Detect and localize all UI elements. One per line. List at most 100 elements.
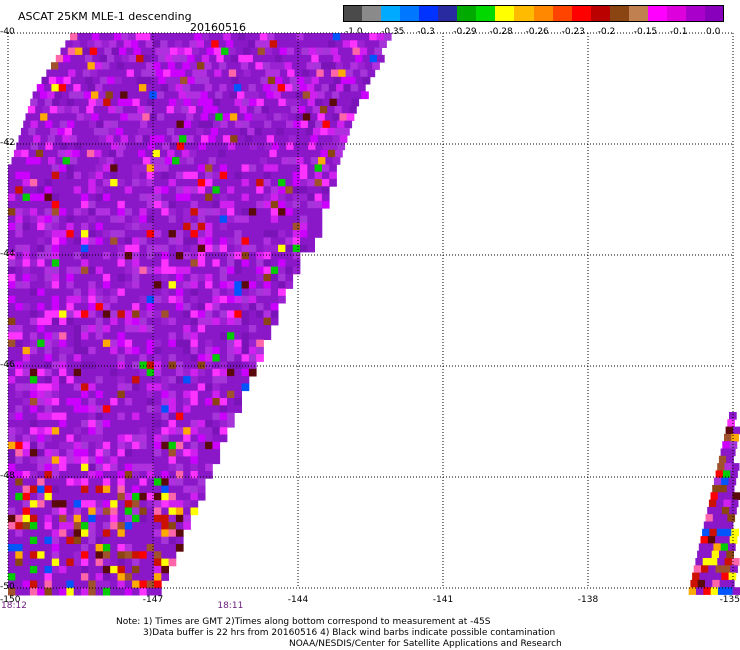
swath-cell	[8, 434, 16, 443]
swath-cell	[183, 237, 191, 246]
note-line-2: 3)Data buffer is 22 hrs from 20160516 4)…	[143, 628, 556, 638]
swath-cell	[78, 76, 86, 85]
swath-cell	[205, 230, 213, 238]
swath-cell	[22, 325, 31, 333]
swath-cell	[234, 361, 242, 370]
swath-cell	[161, 295, 169, 304]
swath-cell	[197, 317, 206, 326]
swath-cell	[254, 127, 263, 136]
swath-cell	[8, 361, 16, 370]
swath-cell	[139, 310, 148, 319]
latitude-label: -42	[0, 138, 15, 148]
swath-cell	[314, 186, 323, 194]
swath-cell	[51, 281, 60, 289]
swath-cell	[263, 295, 272, 304]
swath-cell	[139, 383, 148, 392]
swath-cell	[175, 514, 184, 523]
colorbar-swatch	[666, 5, 687, 22]
swath-cell	[88, 544, 96, 552]
swath-cell	[15, 390, 23, 399]
swath-cell	[161, 325, 169, 333]
swath-cell	[139, 390, 148, 399]
swath-cell	[95, 551, 104, 559]
swath-cell	[340, 76, 349, 85]
swath-cell	[234, 346, 242, 355]
swath-cell	[205, 383, 213, 392]
swath-cell	[99, 76, 108, 85]
swath-cell	[161, 171, 169, 180]
swath-cell	[37, 252, 45, 260]
swath-cell	[73, 522, 82, 530]
swath-cell	[175, 354, 184, 362]
swath-cell	[241, 244, 250, 253]
swath-cell	[73, 441, 82, 450]
swath-cell	[175, 339, 184, 348]
swath-cell	[183, 208, 191, 216]
swath-cell	[154, 186, 162, 194]
swath-cell	[154, 463, 162, 472]
swath-cell	[285, 193, 294, 202]
swath-cell	[21, 149, 29, 158]
swath-cell	[234, 98, 243, 107]
swath-cell	[131, 40, 139, 48]
swath-cell	[168, 522, 177, 530]
swath-cell	[22, 492, 31, 501]
swath-cell	[95, 288, 104, 297]
swath-cell	[146, 193, 155, 202]
swath-cell	[161, 376, 169, 384]
swath-cell	[124, 215, 133, 224]
swath-cell	[267, 157, 275, 165]
swath-cell	[15, 463, 23, 472]
swath-cell	[227, 332, 235, 340]
swath-cell	[96, 142, 105, 151]
swath-cell	[81, 514, 89, 523]
swath-cell	[15, 573, 23, 581]
swath-cell	[205, 208, 213, 216]
swath-cell	[234, 376, 242, 384]
swath-cell	[205, 259, 213, 267]
swath-cell	[285, 186, 294, 194]
swath-cell	[305, 149, 314, 158]
swath-cell	[154, 142, 163, 151]
swath-cell	[307, 171, 315, 180]
swath-cell	[145, 40, 154, 48]
swath-cell	[22, 259, 31, 267]
swath-cell	[241, 346, 250, 355]
swath-cell	[73, 193, 82, 202]
swath-cell	[51, 492, 60, 501]
swath-cell	[328, 40, 336, 48]
swath-cell	[302, 113, 311, 121]
swath-cell	[300, 237, 308, 246]
swath-cell	[227, 200, 235, 209]
swath-cell	[51, 456, 60, 465]
colorbar-tick-label: -0.28	[489, 27, 513, 37]
swath-cell	[164, 33, 173, 41]
swath-cell	[142, 113, 150, 121]
swath-cell	[248, 200, 257, 209]
swath-cell	[102, 456, 111, 465]
swath-cell	[132, 354, 140, 362]
swath-cell	[197, 84, 206, 92]
swath-cell	[149, 91, 158, 100]
swath-cell	[731, 463, 740, 471]
swath-cell	[51, 361, 60, 370]
swath-cell	[323, 47, 331, 56]
swath-cell	[44, 492, 53, 501]
swath-cell	[132, 339, 140, 348]
swath-cell	[697, 550, 705, 559]
swath-cell	[66, 412, 75, 421]
swath-cell	[219, 361, 228, 370]
swath-cell	[117, 354, 126, 362]
swath-cell	[270, 186, 279, 194]
swath-cell	[37, 427, 45, 435]
swath-cell	[285, 215, 294, 224]
swath-cell	[95, 259, 104, 267]
swath-cell	[29, 398, 38, 406]
swath-cell	[88, 303, 96, 311]
swath-cell	[230, 157, 239, 165]
swath-cell	[197, 164, 206, 173]
swath-cell	[306, 40, 314, 48]
swath-cell	[102, 587, 111, 596]
swath-cell	[8, 171, 16, 180]
swath-cell	[44, 179, 53, 187]
